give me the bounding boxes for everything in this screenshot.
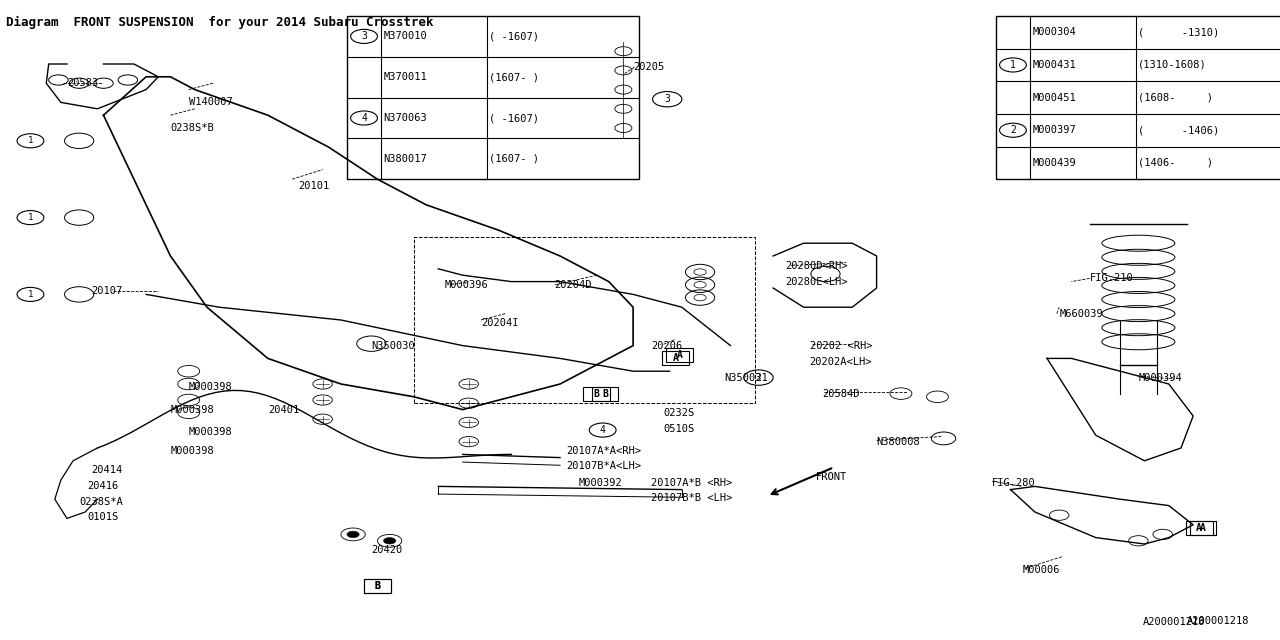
Text: 20204D: 20204D <box>554 280 591 290</box>
Text: 20401: 20401 <box>268 404 300 415</box>
Text: A200001218: A200001218 <box>1143 617 1206 627</box>
Bar <box>347 16 639 179</box>
Text: M370010: M370010 <box>384 31 428 42</box>
Text: 20107B*A<LH>: 20107B*A<LH> <box>566 461 641 471</box>
Text: A: A <box>1197 523 1202 533</box>
Bar <box>662 351 689 365</box>
Text: 20280D<RH>: 20280D<RH> <box>786 260 847 271</box>
Text: 0238S*A: 0238S*A <box>79 497 123 508</box>
Text: FIG.210: FIG.210 <box>1089 273 1133 284</box>
Text: A: A <box>673 353 678 364</box>
Text: 2: 2 <box>1010 125 1016 135</box>
Text: 1: 1 <box>28 136 33 145</box>
Bar <box>364 579 390 593</box>
Text: FRONT: FRONT <box>815 472 847 482</box>
Text: A: A <box>1199 523 1206 533</box>
Text: M000396: M000396 <box>444 280 488 290</box>
Bar <box>996 16 1280 179</box>
Text: 0238S*B: 0238S*B <box>170 123 214 133</box>
Text: ( -1607): ( -1607) <box>489 31 539 42</box>
Text: M000431: M000431 <box>1033 60 1076 70</box>
Text: 20107B*B <LH>: 20107B*B <LH> <box>652 493 732 503</box>
Bar <box>591 387 618 401</box>
Text: A200001218: A200001218 <box>1187 616 1249 626</box>
Text: M000394: M000394 <box>1138 372 1183 383</box>
Text: M00006: M00006 <box>1023 564 1060 575</box>
Text: FIG.280: FIG.280 <box>992 478 1036 488</box>
Text: N370063: N370063 <box>384 113 428 123</box>
Text: 0101S: 0101S <box>87 512 119 522</box>
Text: M660039: M660039 <box>1060 308 1103 319</box>
Text: 20584D: 20584D <box>822 388 859 399</box>
Text: 20204I: 20204I <box>481 318 518 328</box>
Text: M000304: M000304 <box>1033 28 1076 37</box>
Text: 20416: 20416 <box>87 481 119 492</box>
Text: 20107A*A<RH>: 20107A*A<RH> <box>566 446 641 456</box>
Text: M000398: M000398 <box>170 446 214 456</box>
Text: 3: 3 <box>361 31 367 42</box>
Text: 4: 4 <box>600 425 605 435</box>
Text: ( -1607): ( -1607) <box>489 113 539 123</box>
Text: 0232S: 0232S <box>663 408 695 418</box>
Circle shape <box>384 538 396 544</box>
Text: 20101: 20101 <box>298 180 329 191</box>
Text: 2: 2 <box>755 372 762 383</box>
Text: 20205: 20205 <box>634 62 664 72</box>
Text: 20280E<LH>: 20280E<LH> <box>786 276 847 287</box>
Bar <box>1189 521 1216 535</box>
Bar <box>1185 521 1212 535</box>
Text: 20420: 20420 <box>371 545 403 556</box>
Text: M000397: M000397 <box>1033 125 1076 135</box>
Text: 20202 <RH>: 20202 <RH> <box>810 340 872 351</box>
Text: (1310-1608): (1310-1608) <box>1138 60 1207 70</box>
Text: B: B <box>375 580 380 591</box>
Text: (      -1406): ( -1406) <box>1138 125 1220 135</box>
Text: M000439: M000439 <box>1033 158 1076 168</box>
Text: N380017: N380017 <box>384 154 428 164</box>
Text: (1607- ): (1607- ) <box>489 72 539 82</box>
Text: M000398: M000398 <box>188 382 233 392</box>
Text: (1406-     ): (1406- ) <box>1138 158 1213 168</box>
Text: M000398: M000398 <box>170 404 214 415</box>
Text: 1: 1 <box>28 290 33 299</box>
Text: Diagram  FRONT SUSPENSION  for your 2014 Subaru Crosstrek: Diagram FRONT SUSPENSION for your 2014 S… <box>6 16 434 29</box>
Text: 20107: 20107 <box>91 286 123 296</box>
Text: 4: 4 <box>361 113 367 123</box>
Text: (1607- ): (1607- ) <box>489 154 539 164</box>
Text: B: B <box>375 580 380 591</box>
Bar <box>364 579 390 593</box>
Text: N350030: N350030 <box>371 340 415 351</box>
Text: 20206: 20206 <box>652 340 682 351</box>
Text: W140007: W140007 <box>188 97 233 108</box>
Text: 20414: 20414 <box>91 465 123 476</box>
Text: M000398: M000398 <box>188 427 233 437</box>
Text: M000392: M000392 <box>579 478 622 488</box>
Text: M000451: M000451 <box>1033 93 1076 102</box>
Text: A: A <box>676 350 682 360</box>
Text: 20583: 20583 <box>67 78 99 88</box>
Text: 20202A<LH>: 20202A<LH> <box>810 356 872 367</box>
Bar <box>584 387 611 401</box>
Text: 20107A*B <RH>: 20107A*B <RH> <box>652 478 732 488</box>
Circle shape <box>347 531 360 538</box>
Text: (      -1310): ( -1310) <box>1138 28 1220 37</box>
Text: 0510S: 0510S <box>663 424 695 434</box>
Text: (1608-     ): (1608- ) <box>1138 93 1213 102</box>
Text: B: B <box>594 388 599 399</box>
Text: 3: 3 <box>664 94 671 104</box>
Text: 1: 1 <box>28 213 33 222</box>
Text: M370011: M370011 <box>384 72 428 82</box>
Bar <box>666 348 692 362</box>
Text: N350031: N350031 <box>724 372 768 383</box>
Text: B: B <box>602 388 608 399</box>
Text: 1: 1 <box>1010 60 1016 70</box>
Text: N380008: N380008 <box>877 436 920 447</box>
